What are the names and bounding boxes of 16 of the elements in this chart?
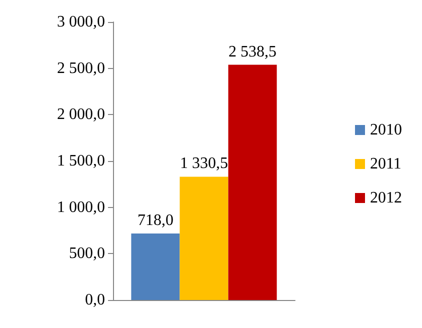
- data-label: 1 330,5: [180, 155, 228, 172]
- legend-label: 2010: [370, 122, 402, 138]
- y-tick-label: 500,0: [69, 245, 105, 262]
- data-label: 718,0: [137, 212, 174, 229]
- y-tick-label: 1 500,0: [57, 152, 105, 170]
- y-tick-label: 1 000,0: [57, 198, 105, 216]
- bar: [228, 64, 277, 300]
- y-tick-label: 2 500,0: [57, 60, 105, 77]
- legend-label: 2011: [370, 156, 402, 172]
- y-tick-label: 0,0: [85, 292, 105, 308]
- bar: [180, 176, 228, 300]
- bar: [131, 233, 180, 300]
- y-tick-label: 3 000,0: [57, 14, 105, 30]
- legend-label: 2012: [370, 190, 402, 206]
- data-label: 2 538,5: [228, 43, 277, 60]
- y-tick-label: 2 000,0: [57, 106, 105, 124]
